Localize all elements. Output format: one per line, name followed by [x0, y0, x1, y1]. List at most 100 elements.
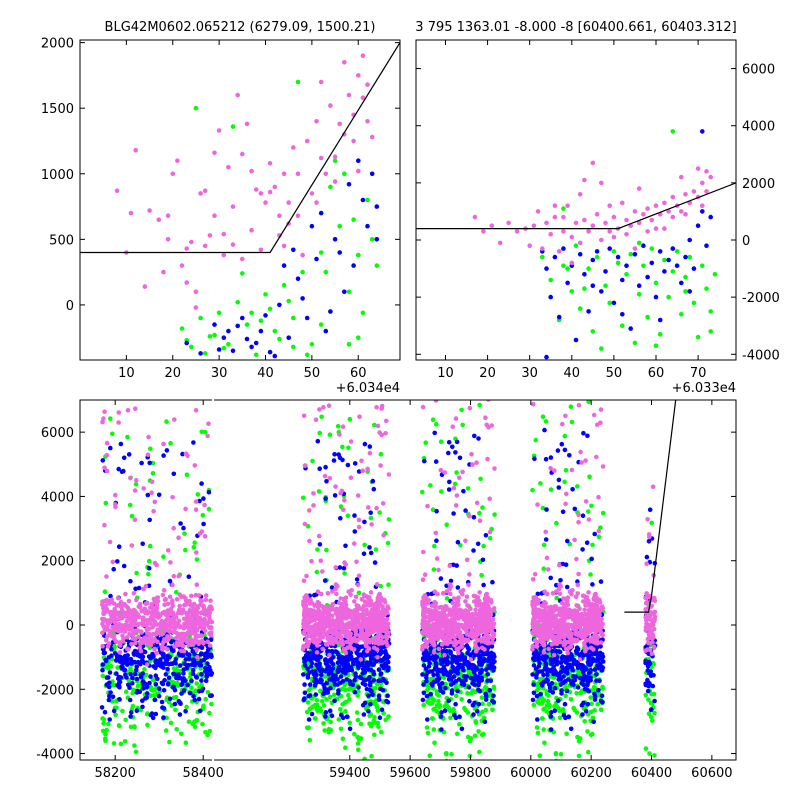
data-point: [104, 574, 109, 579]
data-point: [442, 708, 448, 713]
data-point: [367, 638, 373, 643]
data-point: [372, 612, 377, 617]
data-point: [476, 701, 482, 707]
data-point: [157, 662, 162, 668]
data-point: [423, 649, 429, 654]
data-point: [309, 711, 315, 717]
data-point: [216, 347, 222, 352]
data-point: [226, 328, 231, 334]
data-point: [193, 612, 198, 618]
data-point: [352, 599, 357, 604]
data-point: [420, 404, 426, 410]
data-point: [312, 613, 318, 619]
data-point: [653, 203, 659, 208]
data-point: [272, 184, 278, 190]
data-point: [447, 479, 452, 485]
x-offset-label: +6.033e4: [672, 381, 736, 396]
data-point: [481, 652, 487, 657]
data-point: [649, 260, 655, 266]
data-point: [346, 92, 352, 98]
data-point: [134, 570, 139, 576]
data-point: [124, 624, 129, 629]
data-point: [160, 705, 165, 710]
data-point: [150, 651, 155, 657]
data-point: [486, 701, 492, 707]
data-point: [379, 406, 385, 411]
data-point: [206, 489, 212, 495]
data-point: [490, 707, 495, 713]
data-point: [607, 300, 612, 306]
data-point: [487, 628, 493, 634]
data-point: [163, 728, 169, 733]
data-point: [131, 591, 137, 596]
data-point: [203, 696, 208, 702]
data-point: [167, 578, 173, 584]
data-point: [569, 419, 575, 425]
data-point: [150, 715, 156, 721]
data-point: [101, 721, 106, 726]
data-point: [156, 492, 162, 498]
data-point: [700, 263, 705, 269]
data-point: [176, 573, 181, 579]
data-point: [179, 652, 185, 658]
data-point: [603, 269, 608, 274]
data-point: [355, 637, 361, 643]
data-point: [447, 623, 453, 628]
data-point: [352, 513, 357, 518]
data-point: [253, 352, 259, 358]
data-point: [540, 254, 545, 260]
data-point: [144, 684, 150, 690]
data-point: [480, 557, 486, 563]
data-point: [343, 708, 348, 714]
data-point: [586, 229, 591, 234]
data-point: [149, 687, 154, 693]
data-point: [506, 220, 511, 226]
data-point: [599, 693, 605, 698]
data-point: [683, 212, 688, 217]
data-point: [451, 511, 456, 516]
data-point: [428, 676, 433, 682]
data-point: [679, 280, 684, 286]
data-point: [309, 191, 315, 196]
data-point: [323, 328, 329, 334]
data-point: [144, 662, 150, 667]
data-point: [140, 541, 145, 547]
data-point: [457, 475, 462, 481]
data-point: [147, 543, 153, 549]
data-point: [438, 669, 444, 674]
data-point: [114, 603, 120, 608]
model-curve: [80, 42, 400, 254]
data-point: [104, 663, 110, 669]
data-point: [620, 200, 625, 206]
data-point: [100, 728, 106, 734]
data-point: [632, 340, 638, 346]
data-point: [425, 730, 431, 736]
data-point: [342, 560, 347, 565]
data-point: [430, 507, 436, 512]
data-point: [304, 709, 310, 715]
data-point: [386, 714, 391, 719]
data-point: [322, 657, 328, 663]
data-point: [199, 672, 204, 677]
data-point: [482, 719, 488, 725]
data-point: [302, 600, 308, 605]
y-tick-label: 2000: [41, 37, 74, 52]
data-point: [179, 731, 184, 737]
data-point: [311, 650, 316, 655]
data-point: [327, 677, 333, 682]
data-point: [347, 720, 353, 726]
data-point: [135, 622, 140, 628]
data-point: [561, 246, 566, 251]
data-point: [463, 538, 468, 544]
data-point: [208, 604, 213, 609]
data-point: [226, 342, 231, 347]
data-point: [163, 672, 169, 677]
data-point: [352, 529, 358, 534]
data-point: [378, 583, 383, 589]
data-point: [683, 274, 688, 280]
data-point: [316, 489, 322, 494]
data-point: [535, 730, 541, 736]
data-point: [187, 690, 193, 696]
data-point: [433, 661, 439, 666]
data-point: [313, 417, 319, 423]
